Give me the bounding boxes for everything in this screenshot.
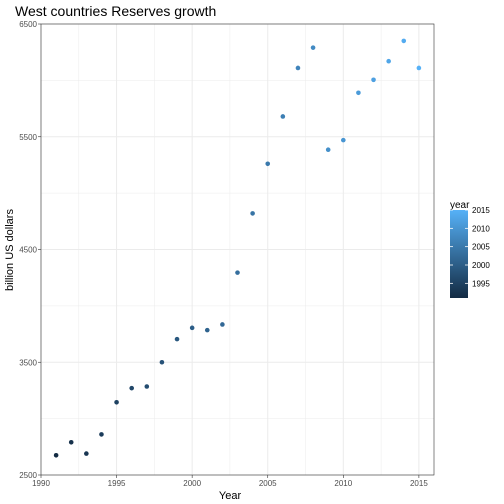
- x-axis-title: Year: [219, 490, 242, 502]
- data-points: [53, 38, 422, 458]
- axis-ticks: 1990 1995 2000 2005 2010 2015 2500 3500 4500 5500…: [19, 20, 428, 488]
- y-tick-label: 3500: [19, 358, 37, 367]
- grid: [40, 23, 434, 476]
- data-point: [220, 322, 225, 327]
- x-tick-label: 2015: [410, 479, 428, 488]
- legend-tick-label: 2015: [472, 206, 490, 215]
- y-axis-title: billion US dollars: [4, 209, 16, 291]
- legend: year 2015 2010 2005 2000 1995: [450, 200, 490, 298]
- legend-ticks: 2015 2010 2005 2000 1995: [450, 206, 490, 288]
- data-point: [371, 77, 376, 83]
- data-point: [341, 137, 346, 143]
- data-point: [159, 359, 165, 365]
- data-point: [53, 452, 59, 458]
- data-point: [416, 65, 422, 71]
- data-point: [325, 147, 331, 153]
- data-point: [129, 385, 134, 391]
- data-point: [265, 161, 271, 167]
- data-point: [235, 270, 240, 275]
- data-point: [280, 114, 286, 119]
- x-tick-label: 2010: [334, 479, 352, 488]
- data-point: [68, 440, 74, 445]
- chart-title: West countries Reserves growth: [15, 3, 216, 19]
- legend-tick-label: 2010: [472, 224, 490, 233]
- data-point: [401, 38, 407, 44]
- y-tick-label: 2500: [19, 471, 37, 480]
- data-point: [356, 90, 361, 96]
- data-point: [174, 336, 180, 342]
- data-point: [189, 325, 195, 331]
- data-point: [386, 58, 391, 64]
- data-point: [99, 432, 104, 437]
- x-tick-label: 1995: [108, 479, 126, 488]
- legend-tick-label: 2005: [472, 243, 490, 252]
- legend-colorbar: [450, 210, 468, 298]
- legend-title: year: [450, 200, 470, 211]
- data-point: [144, 384, 150, 389]
- y-tick-label: 6500: [19, 20, 37, 29]
- y-tick-label: 5500: [19, 133, 37, 142]
- data-point: [295, 65, 301, 71]
- y-tick-label: 4500: [19, 246, 37, 255]
- x-tick-label: 2005: [259, 479, 277, 488]
- x-tick-label: 2000: [183, 479, 201, 488]
- data-point: [250, 211, 255, 216]
- data-point: [114, 399, 119, 405]
- legend-tick-label: 2000: [472, 261, 490, 270]
- legend-tick-label: 1995: [472, 279, 490, 288]
- data-point: [310, 45, 316, 50]
- x-tick-label: 1990: [32, 479, 50, 488]
- data-point: [84, 451, 89, 456]
- data-point: [204, 327, 210, 333]
